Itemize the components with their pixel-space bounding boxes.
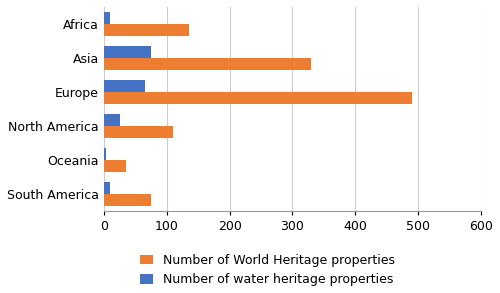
Bar [104, 92, 412, 104]
Bar [104, 160, 126, 172]
Bar [104, 24, 188, 36]
Bar [104, 182, 110, 194]
Bar [104, 12, 110, 24]
Bar [104, 194, 151, 206]
Bar [104, 114, 120, 126]
Legend: Number of World Heritage properties, Number of water heritage properties: Number of World Heritage properties, Num… [140, 254, 394, 286]
Bar [104, 126, 173, 138]
Bar [104, 58, 312, 70]
Bar [104, 80, 144, 92]
Bar [104, 46, 151, 58]
Bar [104, 148, 106, 160]
